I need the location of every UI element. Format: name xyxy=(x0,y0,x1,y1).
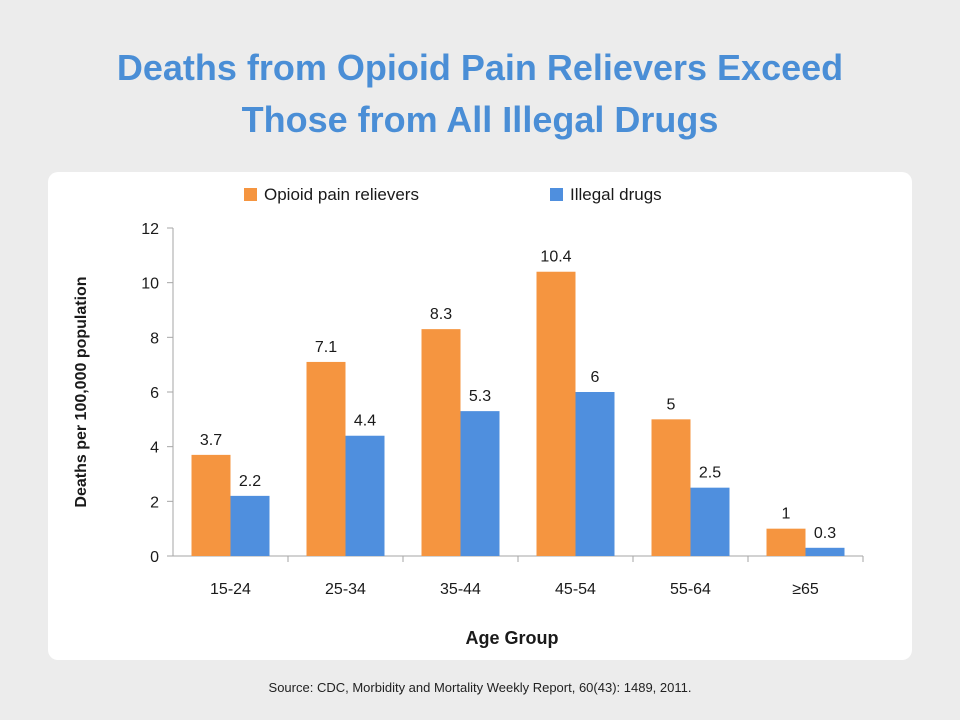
x-tick-label: 55-64 xyxy=(670,581,711,598)
data-label: 1 xyxy=(782,506,791,523)
title-line-1: Deaths from Opioid Pain Relievers Exceed xyxy=(116,47,844,88)
data-label: 7.1 xyxy=(315,339,337,356)
x-tick-label: 35-44 xyxy=(440,581,481,598)
data-label: 4.4 xyxy=(354,413,376,430)
bar-illegal-5 xyxy=(805,547,845,556)
source-citation: Source: CDC, Morbidity and Mortality Wee… xyxy=(268,680,692,695)
data-label: 5 xyxy=(667,396,676,413)
x-axis-label: Age Group xyxy=(466,628,559,648)
data-label: 2.2 xyxy=(239,473,261,490)
bar-illegal-4 xyxy=(690,487,730,556)
bar-opioid-4 xyxy=(651,419,691,556)
bar-opioid-2 xyxy=(421,329,461,556)
bar-opioid-0 xyxy=(191,454,231,556)
data-label: 3.7 xyxy=(200,432,222,449)
bar-opioid-3 xyxy=(536,271,576,556)
data-label: 0.3 xyxy=(814,525,836,542)
bar-opioid-1 xyxy=(306,361,346,556)
y-tick-label: 0 xyxy=(150,549,159,566)
x-tick-label: 15-24 xyxy=(210,581,251,598)
data-label: 2.5 xyxy=(699,465,721,482)
y-tick-label: 2 xyxy=(150,494,159,511)
data-label: 6 xyxy=(591,369,600,386)
slide-title: Deaths from Opioid Pain Relievers Exceed… xyxy=(40,42,920,146)
data-label: 10.4 xyxy=(540,249,571,266)
x-tick-label: 25-34 xyxy=(325,581,366,598)
bar-illegal-1 xyxy=(345,435,385,556)
y-axis-label: Deaths per 100,000 population xyxy=(73,276,90,507)
x-tick-label: ≥65 xyxy=(792,581,819,598)
y-tick-label: 10 xyxy=(141,276,159,293)
data-label: 5.3 xyxy=(469,388,491,405)
y-tick-label: 6 xyxy=(150,385,159,402)
x-tick-label: 45-54 xyxy=(555,581,596,598)
bar-chart: 0 2 4 6 8 10 12 Deaths per 100,000 population 3.… xyxy=(73,185,864,648)
bar-opioid-5 xyxy=(766,528,806,556)
legend-label-0: Opioid pain relievers xyxy=(264,185,419,204)
legend-swatch-1 xyxy=(550,188,563,201)
legend-label-1: Illegal drugs xyxy=(570,185,662,204)
y-tick-label: 12 xyxy=(141,221,159,238)
bar-illegal-3 xyxy=(575,392,615,556)
chart-panel: 0 2 4 6 8 10 12 Deaths per 100,000 population 3.… xyxy=(48,172,912,660)
bar-illegal-2 xyxy=(460,411,500,556)
legend-swatch-0 xyxy=(244,188,257,201)
title-line-2: Those from All Illegal Drugs xyxy=(241,99,719,140)
y-tick-label: 8 xyxy=(150,330,159,347)
y-tick-label: 4 xyxy=(150,440,159,457)
data-label: 8.3 xyxy=(430,306,452,323)
bar-illegal-0 xyxy=(230,495,270,556)
